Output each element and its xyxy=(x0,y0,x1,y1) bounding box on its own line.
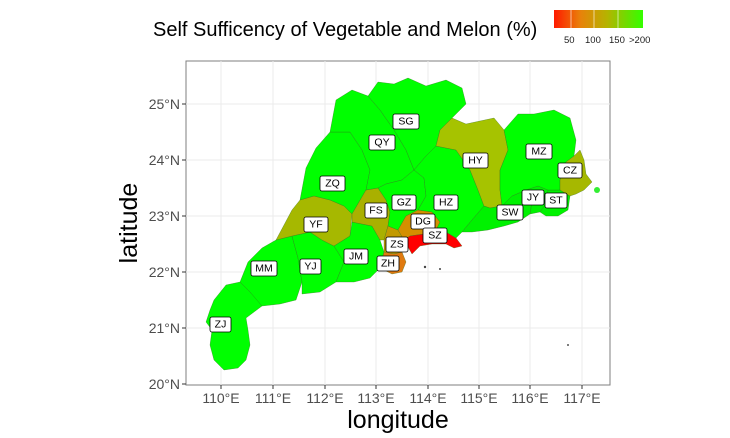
y-tick-label: 24°N xyxy=(149,152,180,168)
island xyxy=(594,187,600,193)
label-MM: MM xyxy=(250,260,278,277)
legend: 50 100 150 >200 xyxy=(554,10,650,46)
island xyxy=(567,344,569,346)
svg-text:DG: DG xyxy=(415,216,431,228)
x-tick-label: 117°E xyxy=(563,390,600,406)
y-axis: 25°N 24°N 23°N 22°N 21°N 20°N latitude xyxy=(115,96,186,392)
svg-text:YJ: YJ xyxy=(304,261,316,273)
label-QY: QY xyxy=(368,134,396,151)
y-tick-label: 25°N xyxy=(149,96,180,112)
svg-text:MZ: MZ xyxy=(531,146,547,158)
y-tick-label: 21°N xyxy=(149,320,180,336)
svg-text:HZ: HZ xyxy=(439,197,454,209)
x-tick-label: 114°E xyxy=(409,390,446,406)
x-tick-label: 111°E xyxy=(255,390,291,406)
y-tick-label: 23°N xyxy=(149,208,180,224)
legend-label: 100 xyxy=(585,35,601,46)
svg-text:SZ: SZ xyxy=(428,230,442,242)
svg-text:JM: JM xyxy=(349,251,363,263)
x-tick-label: 113°E xyxy=(357,390,394,406)
label-ZJ: ZJ xyxy=(209,316,232,333)
x-axis-title: longitude xyxy=(347,406,448,434)
label-JM: JM xyxy=(343,248,369,265)
label-JY: JY xyxy=(521,189,545,206)
y-tick-label: 22°N xyxy=(149,264,180,280)
island xyxy=(423,265,427,269)
legend-label: 50 xyxy=(564,35,575,46)
x-tick-label: 115°E xyxy=(460,390,497,406)
svg-text:MM: MM xyxy=(255,263,273,275)
label-GZ: GZ xyxy=(391,194,417,211)
svg-text:SG: SG xyxy=(398,116,413,128)
label-CZ: CZ xyxy=(557,162,583,179)
x-axis: 110°E 111°E 112°E 113°E 114°E 115°E 116°… xyxy=(202,385,601,434)
svg-text:ZH: ZH xyxy=(381,258,395,270)
x-tick-label: 110°E xyxy=(202,390,239,406)
svg-text:ST: ST xyxy=(549,195,563,207)
label-MZ: MZ xyxy=(525,143,553,160)
svg-text:GZ: GZ xyxy=(397,197,412,209)
legend-label: >200 xyxy=(629,35,650,46)
label-HZ: HZ xyxy=(433,194,459,211)
y-tick-label: 20°N xyxy=(149,376,180,392)
svg-text:HY: HY xyxy=(468,155,483,167)
y-axis-title: latitude xyxy=(115,183,143,264)
region-labels: SG QY HY MZ CZ ZQ FS GZ HZ JY ST SW YF D… xyxy=(209,113,583,333)
chart-title: Self Sufficency of Vegetable and Melon (… xyxy=(153,19,537,41)
svg-text:ZJ: ZJ xyxy=(215,319,227,331)
label-SZ: SZ xyxy=(422,227,448,244)
label-ZH: ZH xyxy=(376,255,400,272)
x-tick-label: 116°E xyxy=(511,390,548,406)
label-FS: FS xyxy=(364,202,388,219)
svg-text:ZS: ZS xyxy=(390,239,403,251)
legend-colorbar xyxy=(554,10,643,28)
svg-text:JY: JY xyxy=(527,192,539,204)
x-tick-label: 112°E xyxy=(306,390,343,406)
label-YJ: YJ xyxy=(299,258,322,275)
svg-text:YF: YF xyxy=(309,219,322,231)
label-SW: SW xyxy=(496,204,524,221)
svg-text:SW: SW xyxy=(502,207,519,219)
label-ST: ST xyxy=(544,192,568,209)
svg-text:QY: QY xyxy=(374,137,389,149)
svg-text:FS: FS xyxy=(369,205,382,217)
legend-label: 150 xyxy=(609,35,625,46)
label-DG: DG xyxy=(410,213,436,230)
island xyxy=(439,268,441,270)
label-HY: HY xyxy=(462,152,489,169)
svg-text:CZ: CZ xyxy=(563,165,578,177)
label-YF: YF xyxy=(303,216,329,233)
label-SG: SG xyxy=(392,113,420,130)
svg-text:ZQ: ZQ xyxy=(325,178,340,190)
plot-panel: SG QY HY MZ CZ ZQ FS GZ HZ JY ST SW YF D… xyxy=(185,60,611,386)
label-ZS: ZS xyxy=(385,236,409,253)
label-ZQ: ZQ xyxy=(319,175,346,192)
